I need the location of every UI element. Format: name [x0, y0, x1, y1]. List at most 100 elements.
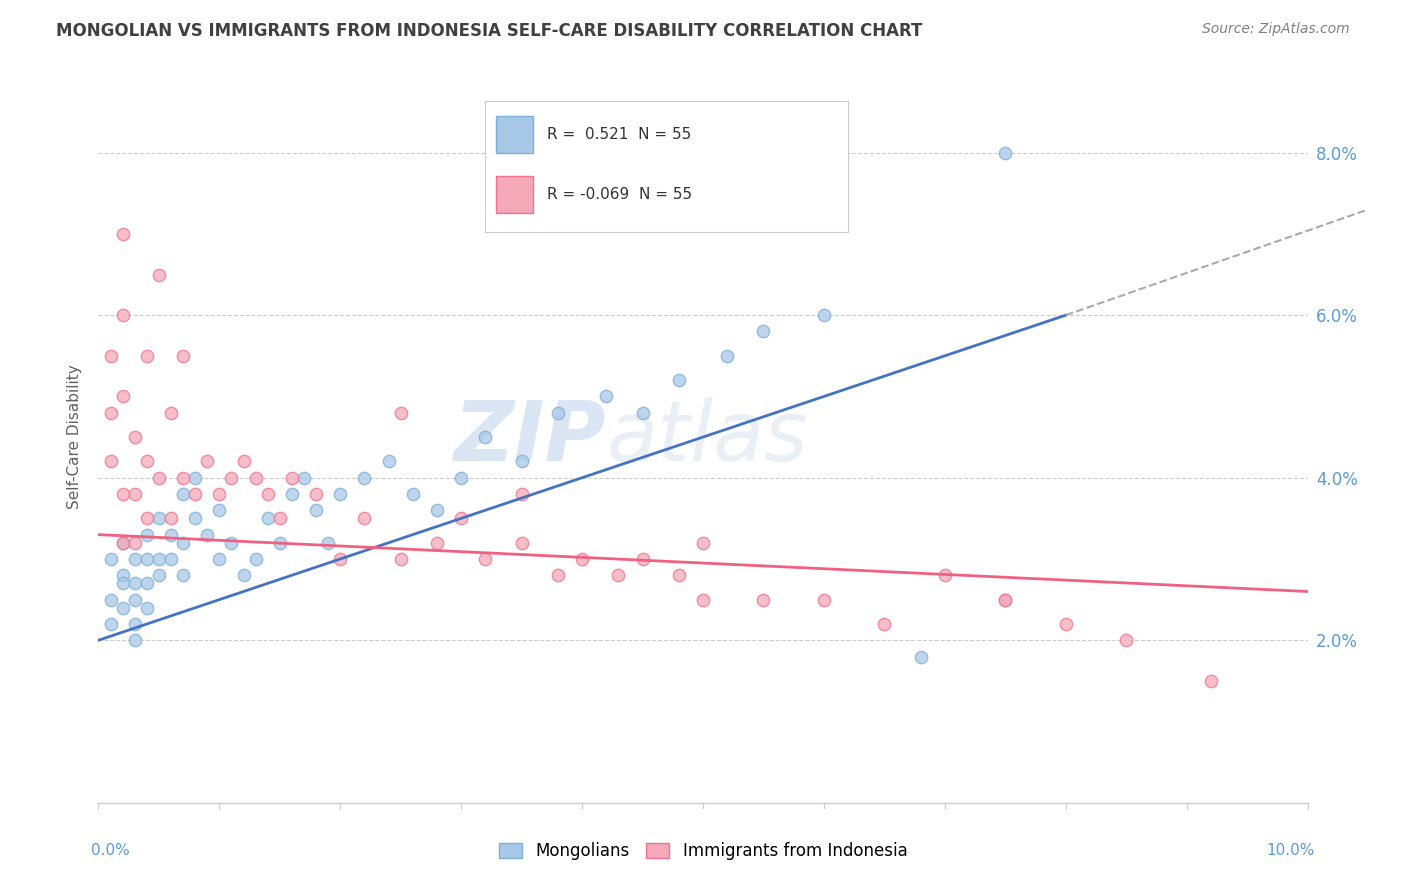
Point	[269, 535, 291, 549]
Text: 0.0%: 0.0%	[91, 843, 131, 858]
Point	[813, 308, 835, 322]
Point	[172, 568, 194, 582]
Point	[160, 406, 183, 420]
Point	[172, 349, 194, 363]
Point	[124, 576, 146, 591]
Point	[668, 373, 690, 387]
Point	[135, 576, 157, 591]
Legend: Mongolians, Immigrants from Indonesia: Mongolians, Immigrants from Indonesia	[499, 842, 907, 860]
Point	[450, 511, 472, 525]
Point	[631, 552, 654, 566]
Point	[547, 406, 569, 420]
Point	[910, 649, 932, 664]
Point	[510, 535, 533, 549]
Text: MONGOLIAN VS IMMIGRANTS FROM INDONESIA SELF-CARE DISABILITY CORRELATION CHART: MONGOLIAN VS IMMIGRANTS FROM INDONESIA S…	[56, 22, 922, 40]
Point	[111, 600, 134, 615]
Point	[172, 471, 194, 485]
Point	[160, 527, 183, 541]
Point	[873, 617, 896, 632]
Text: ZIP: ZIP	[454, 397, 606, 477]
Point	[316, 535, 339, 549]
Point	[402, 487, 425, 501]
Point	[353, 471, 375, 485]
Text: 10.0%: 10.0%	[1267, 843, 1315, 858]
Point	[221, 471, 243, 485]
Point	[208, 552, 231, 566]
Point	[994, 592, 1017, 607]
Point	[135, 600, 157, 615]
Point	[450, 471, 472, 485]
Point	[148, 268, 170, 282]
Point	[269, 511, 291, 525]
Point	[124, 592, 146, 607]
Point	[160, 552, 183, 566]
Point	[281, 471, 304, 485]
Point	[135, 527, 157, 541]
Point	[245, 471, 267, 485]
Point	[353, 511, 375, 525]
Point	[510, 454, 533, 468]
Point	[994, 145, 1017, 160]
Point	[934, 568, 956, 582]
Point	[111, 389, 134, 403]
Point	[510, 487, 533, 501]
Point	[135, 454, 157, 468]
Point	[692, 535, 714, 549]
Point	[994, 592, 1017, 607]
Point	[426, 503, 449, 517]
Point	[124, 535, 146, 549]
Point	[100, 406, 122, 420]
Text: Source: ZipAtlas.com: Source: ZipAtlas.com	[1202, 22, 1350, 37]
Point	[111, 576, 134, 591]
Point	[232, 454, 254, 468]
Point	[124, 552, 146, 566]
Point	[813, 592, 835, 607]
Point	[474, 430, 496, 444]
Point	[172, 535, 194, 549]
Point	[111, 487, 134, 501]
Point	[329, 552, 352, 566]
Point	[474, 552, 496, 566]
Point	[135, 349, 157, 363]
Point	[148, 552, 170, 566]
Point	[100, 592, 122, 607]
Point	[184, 487, 207, 501]
Point	[595, 389, 617, 403]
Point	[160, 511, 183, 525]
Point	[111, 568, 134, 582]
Point	[124, 633, 146, 648]
Point	[100, 617, 122, 632]
Point	[256, 487, 278, 501]
Point	[607, 568, 630, 582]
Point	[148, 568, 170, 582]
Point	[245, 552, 267, 566]
Point	[195, 527, 218, 541]
Point	[631, 406, 654, 420]
Point	[292, 471, 315, 485]
Point	[148, 471, 170, 485]
Point	[547, 568, 569, 582]
Point	[668, 568, 690, 582]
Point	[1115, 633, 1137, 648]
Point	[389, 406, 412, 420]
Y-axis label: Self-Care Disability: Self-Care Disability	[67, 365, 83, 509]
Point	[100, 552, 122, 566]
Point	[184, 471, 207, 485]
Text: atlas: atlas	[606, 397, 808, 477]
Point	[184, 511, 207, 525]
Point	[124, 430, 146, 444]
Point	[752, 592, 775, 607]
Point	[1199, 673, 1222, 688]
Point	[148, 511, 170, 525]
Point	[1054, 617, 1077, 632]
Point	[135, 552, 157, 566]
Point	[111, 535, 134, 549]
Point	[752, 325, 775, 339]
Point	[208, 487, 231, 501]
Point	[111, 227, 134, 241]
Point	[256, 511, 278, 525]
Point	[124, 487, 146, 501]
Point	[111, 535, 134, 549]
Point	[389, 552, 412, 566]
Point	[172, 487, 194, 501]
